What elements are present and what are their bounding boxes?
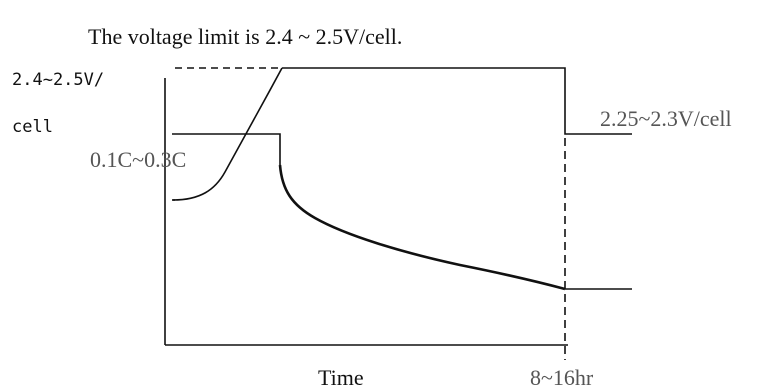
y-axis-label-line1: 2.4~2.5V/ bbox=[12, 70, 104, 90]
current-taper-curve bbox=[278, 164, 566, 291]
float-voltage-label: 2.25~2.3V/cell bbox=[600, 106, 732, 131]
current-curve bbox=[172, 133, 281, 165]
voltage-rise-curve bbox=[172, 67, 283, 201]
x-axis-label: Time bbox=[318, 365, 364, 389]
current-range-label: 0.1C~0.3C bbox=[90, 147, 186, 172]
duration-label: 8~16hr bbox=[530, 365, 594, 389]
y-axis-label-line2: cell bbox=[12, 117, 53, 137]
diagram-title: The voltage limit is 2.4 ~ 2.5V/cell. bbox=[88, 24, 402, 49]
voltage-curve bbox=[282, 67, 632, 135]
